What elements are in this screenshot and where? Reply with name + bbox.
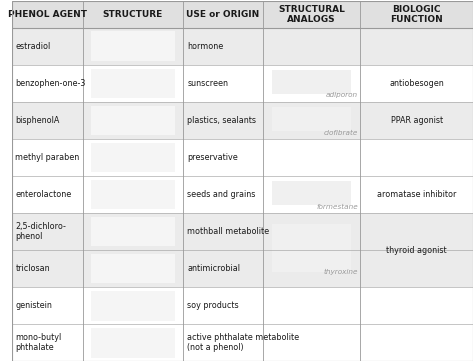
Bar: [91, 68, 175, 98]
Bar: [272, 224, 352, 272]
Text: enterolactone: enterolactone: [16, 190, 72, 199]
Bar: [360, 213, 474, 287]
Text: seeds and grains: seeds and grains: [187, 190, 255, 199]
Text: active phthalate metabolite
(not a phenol): active phthalate metabolite (not a pheno…: [187, 333, 299, 353]
Text: aromatase inhibitor: aromatase inhibitor: [377, 190, 456, 199]
Text: PHENOL AGENT: PHENOL AGENT: [8, 10, 87, 19]
Bar: [91, 106, 175, 135]
Bar: [91, 217, 175, 247]
Text: antiobesogen: antiobesogen: [389, 79, 444, 88]
Text: hormone: hormone: [187, 42, 223, 51]
Bar: [12, 213, 474, 250]
Text: sunscreen: sunscreen: [187, 79, 228, 88]
Text: clofibrate: clofibrate: [324, 130, 358, 135]
Bar: [12, 1, 474, 28]
Text: BIOLOGIC
FUNCTION: BIOLOGIC FUNCTION: [391, 4, 443, 24]
Bar: [91, 180, 175, 209]
Text: methyl paraben: methyl paraben: [16, 153, 80, 162]
Bar: [12, 176, 474, 213]
Text: preservative: preservative: [187, 153, 238, 162]
Text: STRUCTURAL
ANALOGS: STRUCTURAL ANALOGS: [278, 4, 345, 24]
Text: soy products: soy products: [187, 301, 239, 310]
Bar: [12, 28, 474, 65]
Text: thyroxine: thyroxine: [323, 269, 358, 274]
Bar: [272, 70, 352, 94]
Text: antimicrobial: antimicrobial: [187, 264, 240, 273]
Bar: [12, 287, 474, 324]
Text: genistein: genistein: [16, 301, 52, 310]
Bar: [272, 181, 352, 205]
Bar: [360, 102, 474, 139]
Text: adiporon: adiporon: [326, 92, 358, 98]
Bar: [12, 65, 474, 102]
Bar: [91, 328, 175, 358]
Text: estradiol: estradiol: [16, 42, 51, 51]
Text: benzophen-one-3: benzophen-one-3: [16, 79, 86, 88]
Text: 2,5-dichloro-
phenol: 2,5-dichloro- phenol: [16, 222, 66, 241]
Text: mothball metabolite: mothball metabolite: [187, 227, 269, 236]
Text: triclosan: triclosan: [16, 264, 50, 273]
Text: plastics, sealants: plastics, sealants: [187, 116, 256, 125]
Text: USE or ORIGIN: USE or ORIGIN: [186, 10, 260, 19]
Bar: [91, 31, 175, 61]
Text: thyroid agonist: thyroid agonist: [386, 246, 447, 254]
Bar: [91, 254, 175, 283]
Bar: [360, 176, 474, 213]
Bar: [12, 102, 474, 139]
Bar: [272, 107, 352, 131]
Text: bisphenolA: bisphenolA: [16, 116, 60, 125]
Bar: [91, 143, 175, 172]
Bar: [12, 139, 474, 176]
Bar: [12, 250, 474, 287]
Bar: [360, 65, 474, 102]
Bar: [12, 324, 474, 361]
Bar: [91, 291, 175, 320]
Text: STRUCTURE: STRUCTURE: [103, 10, 163, 19]
Text: PPAR agonist: PPAR agonist: [391, 116, 443, 125]
Text: formestane: formestane: [316, 204, 358, 210]
Text: mono-butyl
phthalate: mono-butyl phthalate: [16, 333, 62, 353]
